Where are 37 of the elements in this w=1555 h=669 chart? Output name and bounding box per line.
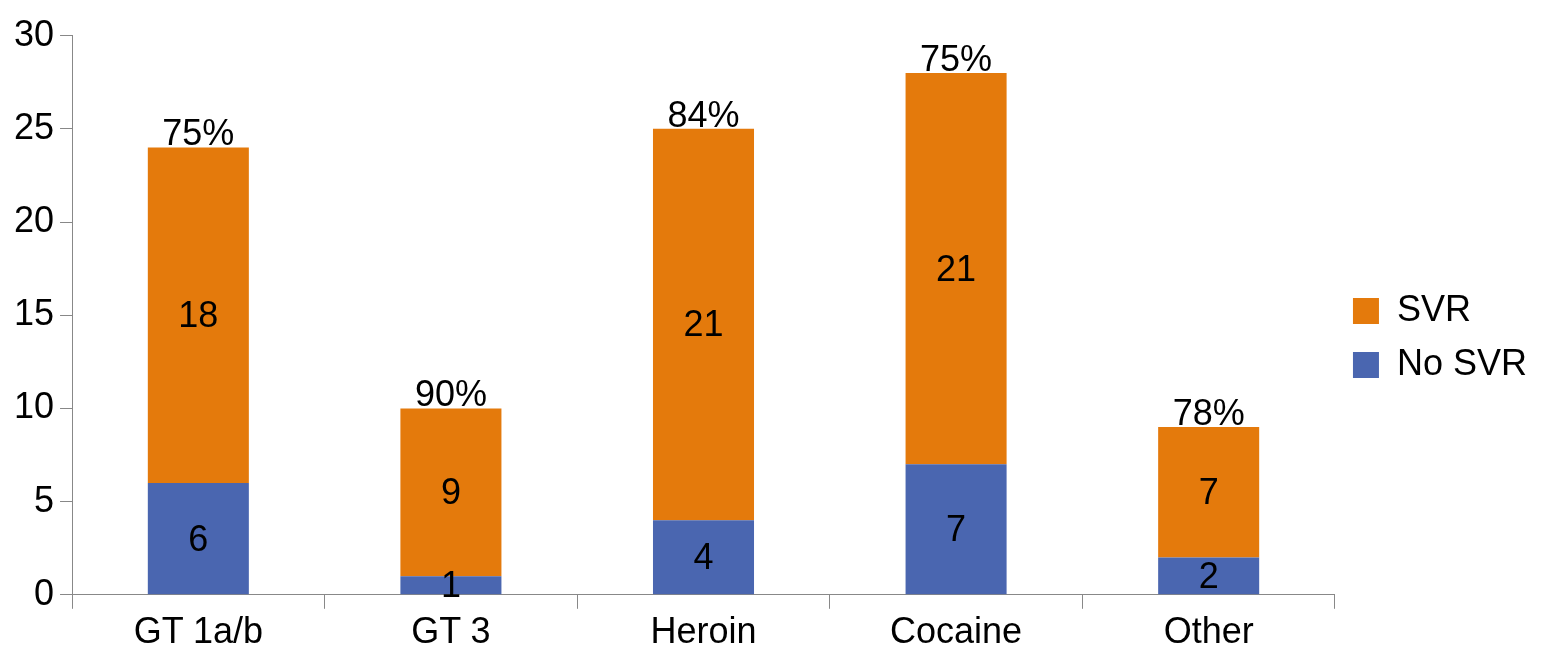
annotation: 78% [1172,391,1245,433]
bar [1158,557,1260,595]
data-label: 21 [683,303,724,345]
y-tick-label: 10 [14,385,55,427]
data-label: 7 [946,508,967,550]
y-tick-label: 20 [14,198,55,240]
y-tick-label: 25 [14,105,55,147]
x-tick-label: Other [1163,610,1254,652]
y-tick-label: 0 [34,571,55,613]
annotation: 75% [162,112,235,154]
x-tick-label: Cocaine [890,610,1023,652]
data-label: 1 [440,564,461,606]
bar [905,464,1007,595]
legend-label: No SVR [1396,341,1527,383]
data-label: 4 [693,536,714,578]
data-label: 21 [936,247,977,289]
data-label: 6 [188,517,209,559]
annotation: 75% [920,37,993,79]
bar [652,520,755,595]
data-label: 7 [1198,471,1219,513]
bar [147,147,249,483]
bar [905,72,1007,465]
annotation: 84% [667,93,740,135]
bar [1158,427,1260,558]
y-tick-label: 15 [14,292,55,334]
bar [652,128,755,521]
bar [147,482,249,595]
y-tick-label: 30 [14,12,55,54]
data-label: 18 [178,294,219,336]
data-label: 9 [440,471,461,513]
data-label: 2 [1198,554,1219,596]
annotation: 90% [414,373,487,415]
y-tick-label: 5 [34,478,55,520]
legend-label: SVR [1396,287,1471,329]
x-tick-label: Heroin [650,610,757,652]
x-tick-label: GT 3 [411,610,491,652]
x-tick-label: GT 1a/b [133,610,264,652]
